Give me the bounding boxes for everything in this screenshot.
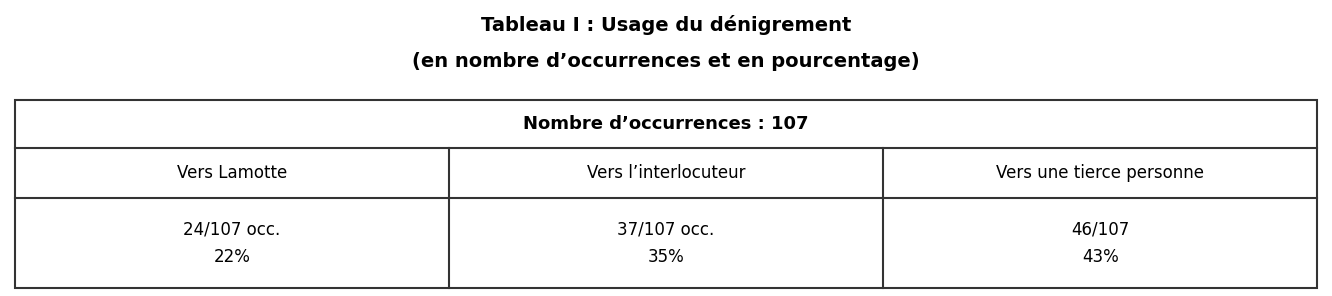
Text: Vers Lamotte: Vers Lamotte: [177, 164, 286, 182]
Text: 37/107 occ.: 37/107 occ.: [617, 220, 715, 238]
Text: Nombre d’occurrences : 107: Nombre d’occurrences : 107: [523, 115, 809, 133]
Bar: [15, 100, 1317, 288]
Text: 35%: 35%: [647, 248, 685, 266]
Text: 46/107: 46/107: [1071, 220, 1130, 238]
Text: 43%: 43%: [1082, 248, 1119, 266]
Text: (en nombre d’occurrences et en pourcentage): (en nombre d’occurrences et en pourcenta…: [412, 52, 920, 71]
Text: Vers l’interlocuteur: Vers l’interlocuteur: [587, 164, 745, 182]
Text: Tableau I : Usage du dénigrement: Tableau I : Usage du dénigrement: [481, 15, 851, 35]
Text: 22%: 22%: [213, 248, 250, 266]
Text: Vers une tierce personne: Vers une tierce personne: [996, 164, 1204, 182]
Text: 24/107 occ.: 24/107 occ.: [184, 220, 281, 238]
